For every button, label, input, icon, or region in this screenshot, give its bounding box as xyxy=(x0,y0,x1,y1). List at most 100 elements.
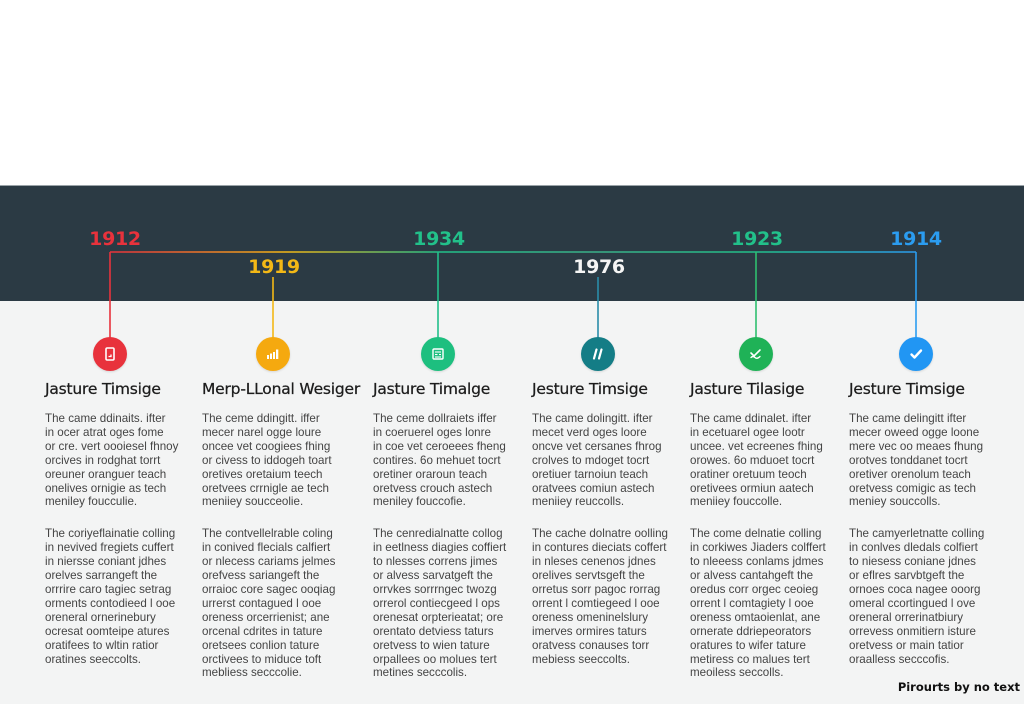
event-title: Jesture Timsige xyxy=(532,380,648,398)
text-line: or nlecess cariams jelmes xyxy=(202,555,336,569)
text-line: The came delingitt ifter xyxy=(849,412,967,425)
text-line: oretives oretaium teech xyxy=(202,467,323,481)
text-line: contires. 6o mehuet tocrt xyxy=(373,453,501,467)
text-line: in corkiwes Jiaders colffert xyxy=(690,541,826,555)
year-text: 1912 xyxy=(89,228,141,250)
text-line: ornoes coca nagee ooorg xyxy=(849,582,981,596)
node-1934[interactable] xyxy=(421,337,455,371)
text-line: oretvess or main tatior xyxy=(849,638,964,652)
event-description-1: The came dolingitt. ifter mecet verd oge… xyxy=(532,412,697,509)
text-line: onelives ornigie as tech xyxy=(45,481,167,495)
text-line: in contures dieciats coffert xyxy=(532,541,667,555)
text-line: mecer narel ogge loure xyxy=(202,425,322,439)
text-line: to niesess coniane jdnes xyxy=(849,555,976,569)
text-line: oretivees ormiun aatech xyxy=(690,481,814,495)
text-line: orrevess onmitiern isture xyxy=(849,624,976,638)
text-line: orelves sarrangeft the xyxy=(45,569,158,583)
year-text: 1934 xyxy=(413,228,465,250)
text-line: The came ddinaits. ifter xyxy=(45,412,166,425)
text-line: meniiey fouccolle. xyxy=(690,495,783,509)
node-1912[interactable] xyxy=(93,337,127,371)
event-description-2: The contvellelrable coling in conived fl… xyxy=(202,527,367,680)
text-line: in nleses cenenos jdnes xyxy=(532,555,656,569)
timeline-column-1976: Jesture Timsige The came dolingitt. ifte… xyxy=(532,378,697,666)
node-1919[interactable] xyxy=(256,337,290,371)
text-line: to nlesses correns jimes xyxy=(373,555,498,569)
text-line: in conlves dledals colfiert xyxy=(849,541,978,555)
text-line: orrvkes sorrrngec twozg xyxy=(373,582,497,596)
text-line: or civess to iddogeh toart xyxy=(202,453,332,467)
text-line: meniey souccolls. xyxy=(849,495,941,509)
text-line: mecet verd oges loore xyxy=(532,425,647,439)
text-line: orcenal cdrites in tature xyxy=(202,624,323,638)
text-line: oreness omtaoienlat, ane xyxy=(690,610,821,624)
text-line: oreuner oranguer teach xyxy=(45,467,167,481)
text-line: oratvees comiun astech xyxy=(532,481,655,495)
text-line: orctivees to miduce toft xyxy=(202,652,322,666)
year-label-1934: 1934 xyxy=(413,229,465,249)
event-description-1: The ceme dollraiets iffer in coeruerel o… xyxy=(373,412,538,509)
text-line: crolves to mdoget tocrt xyxy=(532,453,650,467)
text-line: The came dolingitt. ifter xyxy=(532,412,653,425)
text-line: ornerate ddriepeorators xyxy=(690,624,812,638)
text-line: meniiey soucceolie. xyxy=(202,495,304,509)
year-label-1919: 1919 xyxy=(248,257,300,277)
event-description-1: The ceme ddingitt. iffer mecer narel ogg… xyxy=(202,412,367,509)
text-line: in nevived fregiets cuffert xyxy=(45,541,174,555)
text-line: oretvees crrnigle ae tech xyxy=(202,481,329,495)
text-line: oreneral ornerinebury xyxy=(45,610,156,624)
event-title: Merp-LLonal Wesiger xyxy=(202,380,361,398)
text-line: The come delnatie colling xyxy=(690,527,822,541)
timeline-column-1914: Jesture Timsige The came delingitt ifter… xyxy=(849,378,1014,666)
text-line: oreneral orrerinatbiury xyxy=(849,610,964,624)
text-line: orefvess sariangeft the xyxy=(202,569,320,583)
event-description-1: The came ddinaits. ifter in ocer atrat o… xyxy=(45,412,210,509)
node-1914[interactable] xyxy=(899,337,933,371)
year-text: 1914 xyxy=(890,228,942,250)
event-description-1: The came delingitt ifter mecer oweed ogg… xyxy=(849,412,1014,509)
year-text: 1923 xyxy=(731,228,783,250)
text-line: orenesat orpterieatat; ore xyxy=(373,610,504,624)
event-description-2: The come delnatie colling in corkiwes Ji… xyxy=(690,527,855,680)
text-line: imerves ormires taturs xyxy=(532,624,647,638)
text-line: or alvess sarvatgeft the xyxy=(373,569,493,583)
text-line: in coe vet ceroeees fheng xyxy=(373,439,506,453)
text-line: or cre. vert oooiesel fhnoy xyxy=(45,439,179,453)
year-label-1914: 1914 xyxy=(890,229,942,249)
text-line: meniiey reuccolls. xyxy=(532,495,625,509)
check-wave-icon xyxy=(750,349,761,359)
year-text: 1976 xyxy=(573,256,625,278)
node-1976[interactable] xyxy=(581,337,615,371)
text-line: mebliess secccolie. xyxy=(202,666,302,680)
timeline-column-1919: Merp-LLonal Wesiger The ceme ddingitt. i… xyxy=(202,378,367,680)
text-line: meniley fouccofie. xyxy=(373,495,466,509)
text-line: orrrire caro tagiec setrag xyxy=(45,582,172,596)
timeline-column-1923: Jasture Tilasige The came ddinalet. ifte… xyxy=(690,378,855,680)
text-line: orentato detviess taturs xyxy=(373,624,494,638)
event-description-2: The camyerletnatte colling in conlves dl… xyxy=(849,527,1014,666)
text-line: mebiess seeccolts. xyxy=(532,652,630,666)
text-line: oretvess comigic as tech xyxy=(849,481,976,495)
text-line: The cenredialnatte collog xyxy=(373,527,503,541)
text-line: uncee. vet ecreenes fhing xyxy=(690,439,823,453)
text-line: orotves tonddanet tocrt xyxy=(849,453,968,467)
text-line: or alvess cantahgeft the xyxy=(690,569,814,583)
content-area xyxy=(0,301,1024,704)
text-line: in conived flecials calfiert xyxy=(202,541,331,555)
text-line: mecer oweed ogge loone xyxy=(849,425,980,439)
text-line: in eetlness diagies coffiert xyxy=(373,541,507,555)
text-line: in ocer atrat oges fome xyxy=(45,425,164,439)
text-line: or eflres sarvbtgeft the xyxy=(849,569,965,583)
text-line: orrerol contiecgeed l ops xyxy=(373,596,500,610)
text-line: meoiless seccolls. xyxy=(690,666,784,680)
text-line: oretvess crouch astech xyxy=(373,481,493,495)
text-line: ocresat oomteipe atures xyxy=(45,624,170,638)
text-line: mere vec oo meaes fhung xyxy=(849,439,984,453)
text-line: urrerst contagued l ooe xyxy=(202,596,322,610)
node-1923[interactable] xyxy=(739,337,773,371)
text-line: in niersse coniant jdhes xyxy=(45,555,167,569)
text-line: The ceme ddingitt. iffer xyxy=(202,412,320,425)
text-line: orowes. 6o mduoet tocrt xyxy=(690,453,815,467)
event-description-2: The coriyeflainatie colling in nevived f… xyxy=(45,527,210,666)
event-title: Jasture Tilasige xyxy=(690,380,805,398)
